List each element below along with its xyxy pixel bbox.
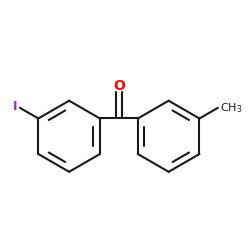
Text: O: O <box>113 79 125 93</box>
Text: CH$_3$: CH$_3$ <box>220 101 243 115</box>
Text: I: I <box>13 100 18 113</box>
